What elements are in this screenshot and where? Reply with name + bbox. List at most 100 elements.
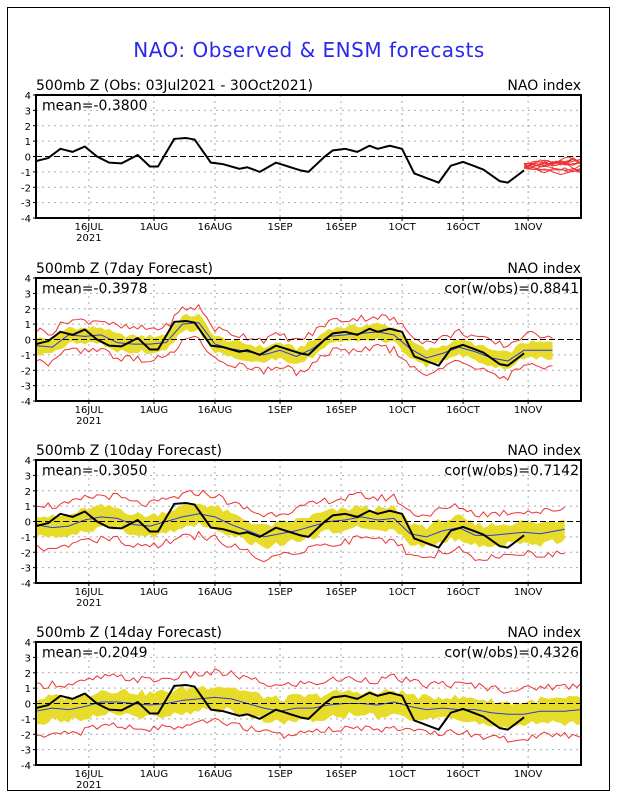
y-tick-label: 2 [25, 305, 31, 316]
y-tick-label: 0 [25, 153, 31, 164]
x-tick-label: 16OCT [446, 222, 481, 233]
y-tick-label: -1 [21, 533, 31, 544]
panel-units-label: NAO index [507, 261, 581, 277]
x-tick-label: 16SEP [325, 769, 356, 780]
ensemble-member-line [523, 166, 582, 174]
y-tick-label: -3 [21, 564, 31, 575]
x-tick-label: 16AUG [198, 769, 233, 780]
ensemble-member-line [523, 166, 582, 174]
y-tick-label: 1 [25, 137, 31, 148]
x-tick-label: 1AUG [140, 769, 168, 780]
x-tick-label: 1SEP [267, 405, 292, 416]
y-tick-label: -4 [21, 214, 31, 225]
x-tick-label: 1NOV [514, 769, 543, 780]
correlation-annotation: cor(w/obs)=0.7142 [444, 463, 579, 479]
ensemble-mean-line [35, 513, 565, 538]
panel-units-label: NAO index [507, 443, 581, 459]
figure-frame [7, 7, 610, 791]
y-tick-label: -4 [21, 397, 31, 408]
spread-band [36, 313, 553, 370]
spread-band [36, 503, 565, 550]
x-tick-label: 16OCT [446, 587, 481, 598]
ensemble-member-line [523, 158, 582, 170]
y-tick-label: 1 [25, 684, 31, 695]
y-tick-label: 4 [25, 456, 31, 467]
mean-annotation: mean=-0.2049 [42, 645, 147, 661]
x-tick-label: 1OCT [388, 222, 416, 233]
range-lower-line [35, 530, 565, 563]
spread-band [36, 685, 581, 729]
x-tick-label: 16AUG [198, 587, 233, 598]
observed-nao-line [35, 502, 525, 549]
main-title: NAO: Observed & ENSM forecasts [133, 38, 485, 62]
x-tick-label: 16JUL [75, 405, 104, 416]
x-tick-label: 1AUG [140, 587, 168, 598]
y-tick-label: 4 [25, 274, 31, 285]
x-tick-year-label: 2021 [76, 416, 101, 427]
y-tick-label: 3 [25, 471, 31, 482]
x-tick-label: 1AUG [140, 405, 168, 416]
y-tick-label: -2 [21, 366, 31, 377]
x-tick-label: 1OCT [388, 587, 416, 598]
mean-annotation: mean=-0.3978 [42, 281, 147, 297]
y-tick-label: -3 [21, 746, 31, 757]
x-tick-label: 16SEP [325, 222, 356, 233]
y-tick-label: 2 [25, 122, 31, 133]
x-tick-label: 16JUL [75, 769, 104, 780]
x-tick-label: 1SEP [267, 769, 292, 780]
plot-frame [35, 94, 582, 219]
panel-observed: 500mb Z (Obs: 03Jul2021 - 30Oct2021) NAO … [21, 78, 582, 244]
x-tick-label: 16AUG [198, 222, 233, 233]
panel-10day: 500mb Z (10day Forecast) NAO index 4 3 2 1 0 -1… [21, 443, 582, 609]
y-tick-label: -3 [21, 199, 31, 210]
panel-14day: 500mb Z (14day Forecast) NAO index 4 3 2 1 0 -1… [21, 625, 582, 791]
y-tick-label: 3 [25, 653, 31, 664]
y-tick-label: 3 [25, 106, 31, 117]
ensemble-mean-line [35, 322, 553, 362]
plot-frame [35, 459, 582, 584]
range-lower-line [35, 335, 553, 381]
x-tick-label: 16JUL [75, 587, 104, 598]
plot-frame [35, 277, 582, 402]
x-tick-label: 1OCT [388, 769, 416, 780]
y-tick-label: 4 [25, 638, 31, 649]
y-tick-label: 3 [25, 289, 31, 300]
range-upper-line [35, 668, 582, 694]
ensemble-mean-line [35, 696, 582, 715]
panel-units-label: NAO index [507, 625, 581, 641]
range-upper-line [35, 303, 553, 349]
mean-annotation: mean=-0.3800 [42, 98, 147, 114]
y-tick-label: 2 [25, 487, 31, 498]
y-tick-label: 1 [25, 502, 31, 513]
y-tick-label: -1 [21, 168, 31, 179]
y-tick-label: 0 [25, 700, 31, 711]
y-tick-label: -1 [21, 715, 31, 726]
y-tick-label: 1 [25, 320, 31, 331]
range-lower-line [35, 717, 582, 743]
y-tick-label: -4 [21, 761, 31, 772]
x-tick-label: 1NOV [514, 222, 543, 233]
y-tick-label: -3 [21, 382, 31, 393]
x-tick-label: 1SEP [267, 222, 292, 233]
y-tick-label: 0 [25, 518, 31, 529]
x-tick-label: 16OCT [446, 405, 481, 416]
panel-title: 500mb Z (Obs: 03Jul2021 - 30Oct2021) [36, 78, 313, 94]
correlation-annotation: cor(w/obs)=0.4326 [444, 645, 579, 661]
y-tick-label: -2 [21, 548, 31, 559]
y-tick-label: 4 [25, 91, 31, 102]
x-tick-label: 1NOV [514, 405, 543, 416]
x-tick-label: 16SEP [325, 405, 356, 416]
y-tick-label: -2 [21, 730, 31, 741]
observed-nao-line [35, 684, 525, 731]
y-tick-label: -1 [21, 351, 31, 362]
plot-frame [35, 641, 582, 766]
x-tick-label: 1NOV [514, 587, 543, 598]
panel-title: 500mb Z (10day Forecast) [36, 443, 222, 459]
y-tick-label: 2 [25, 669, 31, 680]
x-tick-year-label: 2021 [76, 598, 101, 609]
y-tick-label: -2 [21, 183, 31, 194]
observed-nao-line [35, 137, 525, 184]
range-upper-line [35, 489, 566, 518]
y-tick-label: 0 [25, 336, 31, 347]
